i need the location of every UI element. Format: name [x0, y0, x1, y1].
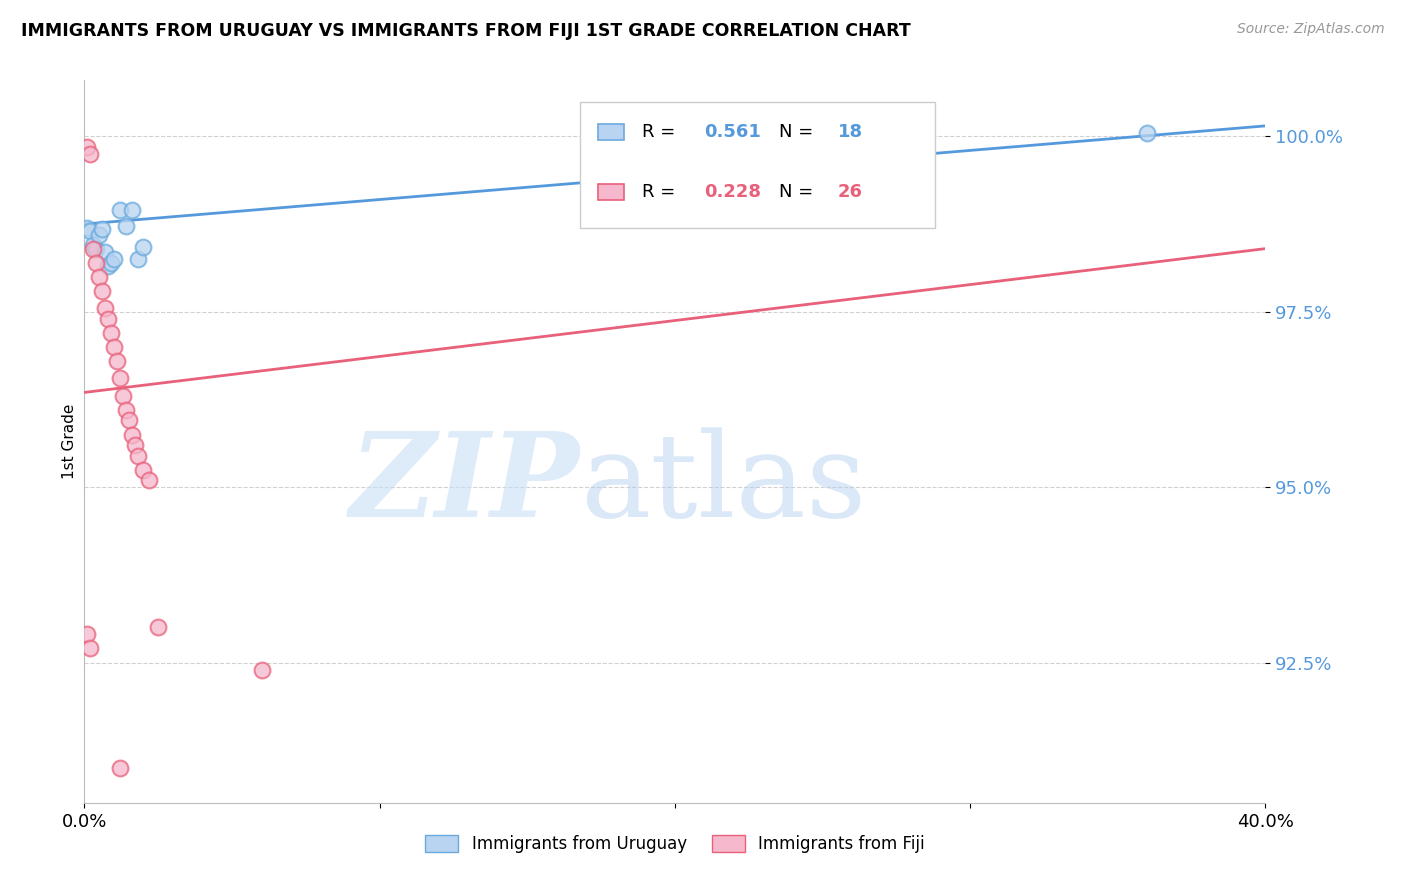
Point — [76, 140, 98, 154]
Point — [87, 227, 111, 242]
Text: 26: 26 — [838, 183, 863, 202]
Text: 18: 18 — [838, 123, 863, 141]
Point — [91, 284, 114, 298]
FancyBboxPatch shape — [598, 124, 624, 140]
Point — [148, 620, 170, 634]
Point — [82, 242, 104, 256]
Point — [132, 462, 155, 476]
Point — [105, 354, 128, 368]
Point — [100, 326, 122, 340]
Point — [250, 663, 273, 677]
Text: atlas: atlas — [581, 427, 866, 542]
Point — [84, 242, 107, 256]
Point — [114, 403, 136, 417]
Point — [91, 222, 114, 236]
Point — [82, 238, 104, 252]
Point — [94, 301, 117, 316]
Text: N =: N = — [779, 183, 818, 202]
Text: N =: N = — [779, 123, 818, 141]
Point — [76, 220, 98, 235]
Point — [114, 219, 136, 234]
Point — [79, 641, 101, 656]
Point — [127, 449, 149, 463]
Point — [103, 340, 125, 354]
Point — [108, 202, 131, 217]
Text: 0.561: 0.561 — [704, 123, 761, 141]
Point — [108, 371, 131, 385]
Point — [108, 761, 131, 775]
Point — [127, 252, 149, 267]
Point — [138, 473, 160, 487]
Point — [87, 269, 111, 284]
Legend: Immigrants from Uruguay, Immigrants from Fiji: Immigrants from Uruguay, Immigrants from… — [418, 828, 932, 860]
Point — [103, 252, 125, 267]
Point — [132, 240, 155, 254]
Text: R =: R = — [641, 183, 681, 202]
Point — [1136, 126, 1159, 140]
Point — [97, 311, 120, 326]
Point — [124, 438, 146, 452]
Point — [100, 255, 122, 269]
Point — [118, 413, 141, 427]
FancyBboxPatch shape — [598, 185, 624, 200]
Text: ZIP: ZIP — [350, 427, 581, 542]
Point — [97, 259, 120, 273]
Text: IMMIGRANTS FROM URUGUAY VS IMMIGRANTS FROM FIJI 1ST GRADE CORRELATION CHART: IMMIGRANTS FROM URUGUAY VS IMMIGRANTS FR… — [21, 22, 911, 40]
Point — [111, 389, 134, 403]
Text: 0.228: 0.228 — [704, 183, 762, 202]
FancyBboxPatch shape — [581, 102, 935, 228]
Point — [121, 427, 143, 442]
Text: R =: R = — [641, 123, 681, 141]
Text: Source: ZipAtlas.com: Source: ZipAtlas.com — [1237, 22, 1385, 37]
Point — [84, 255, 107, 269]
Point — [79, 224, 101, 238]
Point — [94, 245, 117, 260]
Point — [723, 126, 745, 140]
Point — [121, 202, 143, 217]
Point — [79, 147, 101, 161]
Y-axis label: 1st Grade: 1st Grade — [62, 404, 77, 479]
Point — [76, 627, 98, 641]
